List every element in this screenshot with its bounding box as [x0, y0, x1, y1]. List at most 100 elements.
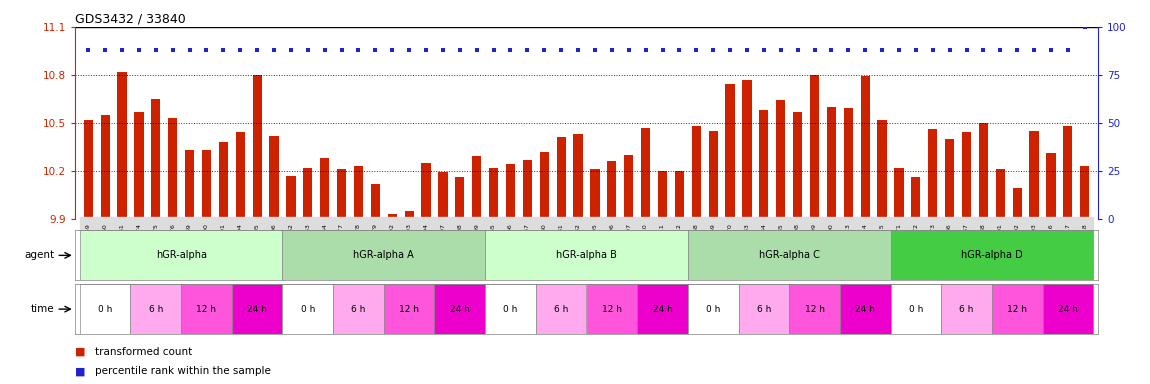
Bar	[641, 127, 650, 219]
Text: agent: agent	[24, 250, 54, 260]
Bar	[151, 99, 161, 219]
Bar	[574, 134, 583, 219]
Bar	[961, 132, 971, 219]
Text: hGR-alpha D: hGR-alpha D	[961, 250, 1022, 260]
Bar	[435, 284, 485, 334]
Bar	[354, 166, 363, 219]
Bar	[1064, 126, 1073, 219]
Bar	[1043, 284, 1094, 334]
Bar	[286, 176, 296, 219]
Bar	[979, 123, 988, 219]
Bar	[860, 76, 869, 219]
Bar	[624, 155, 634, 219]
Bar	[523, 160, 532, 219]
Bar	[455, 177, 465, 219]
Bar	[877, 120, 887, 219]
Bar	[135, 112, 144, 219]
Bar	[334, 284, 384, 334]
Bar	[658, 171, 667, 219]
Bar	[586, 284, 637, 334]
Text: 0 h: 0 h	[706, 305, 720, 314]
Bar	[996, 169, 1005, 219]
Bar	[405, 211, 414, 219]
Text: hGR-alpha: hGR-alpha	[155, 250, 207, 260]
Bar	[117, 72, 126, 219]
Text: 24 h: 24 h	[450, 305, 469, 314]
Bar	[691, 126, 702, 219]
Text: 24 h: 24 h	[1058, 305, 1078, 314]
Bar	[726, 84, 735, 219]
Text: 24 h: 24 h	[652, 305, 673, 314]
Bar	[890, 230, 1094, 280]
Bar	[895, 168, 904, 219]
Bar	[79, 230, 283, 280]
Bar	[320, 158, 329, 219]
Bar	[991, 284, 1043, 334]
Bar	[742, 80, 752, 219]
Bar	[304, 168, 313, 219]
Text: 6 h: 6 h	[757, 305, 770, 314]
Text: hGR-alpha A: hGR-alpha A	[353, 250, 414, 260]
Bar	[607, 161, 616, 219]
Text: transformed count: transformed count	[95, 347, 193, 357]
Text: ■: ■	[75, 347, 85, 357]
Bar	[928, 129, 937, 219]
Bar	[941, 284, 991, 334]
Bar	[590, 169, 599, 219]
Bar	[370, 184, 380, 219]
Bar	[485, 230, 688, 280]
Bar	[100, 115, 109, 219]
Bar	[84, 120, 93, 219]
Bar	[911, 177, 920, 219]
Bar	[182, 284, 232, 334]
Bar	[536, 284, 586, 334]
Bar	[388, 214, 397, 219]
Text: hGR-alpha B: hGR-alpha B	[557, 250, 616, 260]
Text: 6 h: 6 h	[148, 305, 163, 314]
Text: 12 h: 12 h	[197, 305, 216, 314]
Text: 12 h: 12 h	[399, 305, 419, 314]
Bar	[539, 152, 549, 219]
Text: time: time	[31, 304, 54, 314]
Bar	[557, 137, 566, 219]
Bar	[675, 171, 684, 219]
Bar	[1046, 153, 1056, 219]
Text: 0 h: 0 h	[98, 305, 113, 314]
Bar	[232, 284, 283, 334]
Bar	[827, 107, 836, 219]
Text: GDS3432 / 33840: GDS3432 / 33840	[75, 13, 185, 26]
Bar	[168, 118, 177, 219]
Text: 6 h: 6 h	[351, 305, 366, 314]
Text: 12 h: 12 h	[601, 305, 622, 314]
Text: 12 h: 12 h	[1007, 305, 1027, 314]
Bar	[637, 284, 688, 334]
Bar	[79, 284, 130, 334]
Bar	[776, 101, 785, 219]
Bar	[218, 142, 228, 219]
Bar	[1029, 131, 1038, 219]
Bar	[759, 110, 768, 219]
Bar	[130, 284, 182, 334]
Text: 6 h: 6 h	[554, 305, 568, 314]
Text: 24 h: 24 h	[856, 305, 875, 314]
Bar	[202, 150, 212, 219]
Bar	[337, 169, 346, 219]
Text: 6 h: 6 h	[959, 305, 974, 314]
Text: percentile rank within the sample: percentile rank within the sample	[95, 366, 271, 376]
Bar	[789, 284, 840, 334]
Bar	[810, 75, 819, 219]
Text: 0 h: 0 h	[504, 305, 518, 314]
Bar	[844, 109, 853, 219]
Bar	[688, 230, 890, 280]
Text: 12 h: 12 h	[805, 305, 825, 314]
Bar	[688, 284, 738, 334]
Text: 0 h: 0 h	[300, 305, 315, 314]
Bar	[269, 136, 278, 219]
Bar	[1080, 166, 1089, 219]
Bar	[489, 168, 498, 219]
Bar	[485, 284, 536, 334]
Bar	[438, 172, 447, 219]
Bar	[236, 132, 245, 219]
Bar	[738, 284, 789, 334]
Text: ■: ■	[75, 366, 85, 376]
